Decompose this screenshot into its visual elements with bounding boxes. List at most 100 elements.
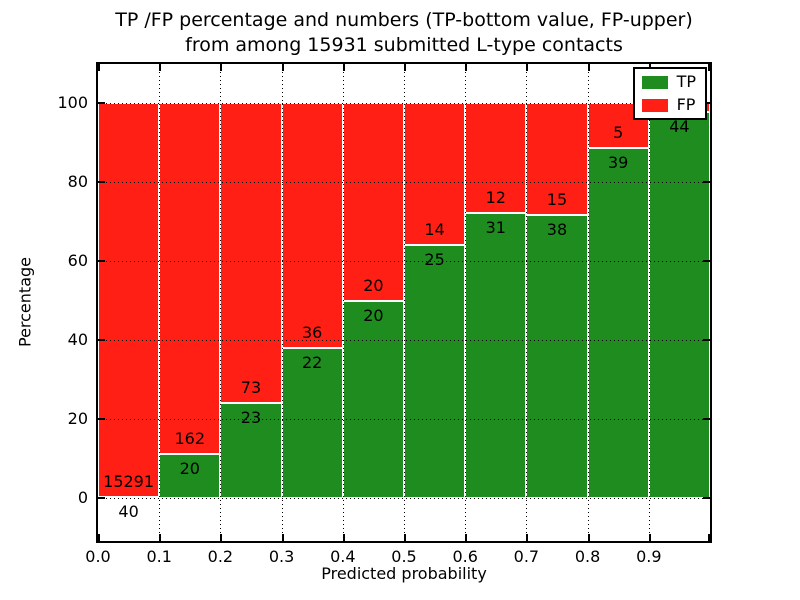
bar-segment-tp	[404, 244, 466, 498]
bar-segment-fp	[404, 103, 466, 245]
bar-segment-tp	[526, 214, 588, 498]
y-tick-label: 0	[77, 487, 88, 507]
y-tick-label: 80	[67, 172, 88, 192]
x-tick-label: 0.6	[452, 547, 478, 566]
bar-segment-tp	[159, 454, 221, 498]
bar-segment-fp	[281, 103, 343, 349]
bar-segment-tp	[648, 112, 710, 498]
x-tick-label: 0.7	[513, 547, 540, 566]
fp-count-label: 15291	[103, 471, 155, 491]
y-tick-mark	[98, 102, 105, 105]
plot-area: TP FP 15291 40 162 20 73 23 36 22 20 20 14 25 12 31 15…	[96, 62, 712, 543]
fp-color-swatch	[641, 98, 668, 112]
tp-count-label: 40	[118, 501, 139, 521]
y-tick-mark	[98, 181, 105, 184]
legend: TP FP	[632, 67, 707, 120]
x-tick-mark-top	[404, 64, 406, 71]
x-tick-mark	[648, 534, 651, 541]
x-tick-mark	[342, 534, 345, 541]
y-axis-label: Percentage	[15, 256, 35, 348]
y-tick-label: 100	[57, 93, 88, 113]
x-tick-label: 0.4	[330, 547, 356, 566]
y-tick-label: 40	[67, 329, 88, 349]
x-tick-mark-top	[281, 64, 284, 71]
x-tick-label: 0.5	[391, 547, 417, 566]
tp-count-label: 38	[546, 219, 568, 239]
x-tick-mark-top	[526, 64, 529, 71]
fp-count-label: 12	[485, 188, 506, 208]
x-tick-mark-top	[98, 64, 100, 71]
x-tick-mark-top	[465, 64, 468, 71]
tp-count-label: 23	[240, 408, 262, 428]
x-tick-mark	[526, 534, 529, 541]
y-tick-mark	[98, 260, 105, 263]
y-tick-mark-right	[703, 496, 710, 499]
legend-label-tp: TP	[676, 72, 696, 91]
v-gridline	[587, 64, 589, 541]
x-tick-mark	[220, 534, 223, 541]
bar-segment-tp	[342, 300, 404, 498]
v-gridline	[159, 64, 161, 541]
x-tick-label: 0.9	[636, 547, 662, 566]
x-tick-label: 0.2	[207, 547, 234, 566]
fp-count-label: 5	[613, 123, 624, 143]
v-gridline	[526, 64, 528, 541]
legend-label-fp: FP	[676, 95, 696, 114]
chart-title-line2: from among 15931 submitted L-type contac…	[185, 34, 623, 56]
v-gridline	[648, 64, 650, 541]
bar-segment-fp	[159, 103, 221, 455]
x-tick-mark	[159, 534, 162, 541]
tp-count-label: 25	[424, 249, 445, 269]
bar-segment-tp	[587, 148, 649, 498]
x-tick-mark	[465, 534, 468, 541]
fp-count-label: 36	[302, 323, 323, 343]
y-tick-label: 20	[67, 408, 88, 428]
x-tick-label: 0.8	[574, 547, 601, 566]
fp-count-label: 14	[424, 219, 445, 239]
y-tick-mark-right	[703, 417, 710, 420]
x-tick-label: 0.1	[146, 547, 172, 566]
v-gridline	[281, 64, 283, 541]
x-tick-mark	[98, 534, 100, 541]
bar-segment-fp	[526, 103, 588, 215]
bar-segment-fp	[98, 103, 160, 497]
x-tick-label: 0.0	[85, 547, 111, 566]
x-tick-mark-top	[708, 64, 710, 71]
x-tick-mark-top	[159, 64, 162, 71]
y-tick-mark-right	[703, 260, 710, 263]
tp-count-label: 39	[608, 153, 629, 173]
x-tick-mark	[587, 534, 590, 541]
legend-item-fp: FP	[641, 95, 696, 114]
fp-count-label: 15	[546, 189, 568, 209]
y-tick-mark	[98, 338, 105, 341]
fp-count-label: 20	[363, 275, 384, 295]
v-gridline	[404, 64, 405, 541]
y-tick-mark	[98, 417, 105, 420]
tp-count-label: 31	[485, 218, 506, 238]
y-tick-label: 60	[67, 251, 88, 271]
v-gridline	[465, 64, 467, 541]
y-tick-mark-right	[703, 181, 710, 184]
x-tick-mark-top	[587, 64, 590, 71]
bar-segment-tp	[281, 348, 343, 498]
x-axis-label: Predicted probability	[321, 564, 487, 583]
tp-count-label: 44	[669, 117, 690, 137]
v-gridline	[220, 64, 222, 541]
bar-segment-fp	[220, 103, 282, 404]
x-tick-mark	[404, 534, 406, 541]
x-tick-mark-top	[342, 64, 345, 71]
x-tick-mark	[708, 534, 710, 541]
v-gridline	[342, 64, 344, 541]
fp-count-label: 73	[240, 378, 262, 398]
y-tick-mark	[98, 496, 105, 499]
bar-segment-tp	[465, 213, 527, 498]
tp-count-label: 22	[302, 353, 323, 373]
x-tick-mark-top	[220, 64, 223, 71]
legend-item-tp: TP	[641, 72, 696, 91]
tp-count-label: 20	[363, 305, 384, 325]
x-tick-label: 0.3	[268, 547, 295, 566]
chart-title: TP /FP percentage and numbers (TP-bottom…	[96, 8, 712, 58]
tp-color-swatch	[641, 75, 668, 89]
y-tick-mark-right	[703, 338, 710, 341]
